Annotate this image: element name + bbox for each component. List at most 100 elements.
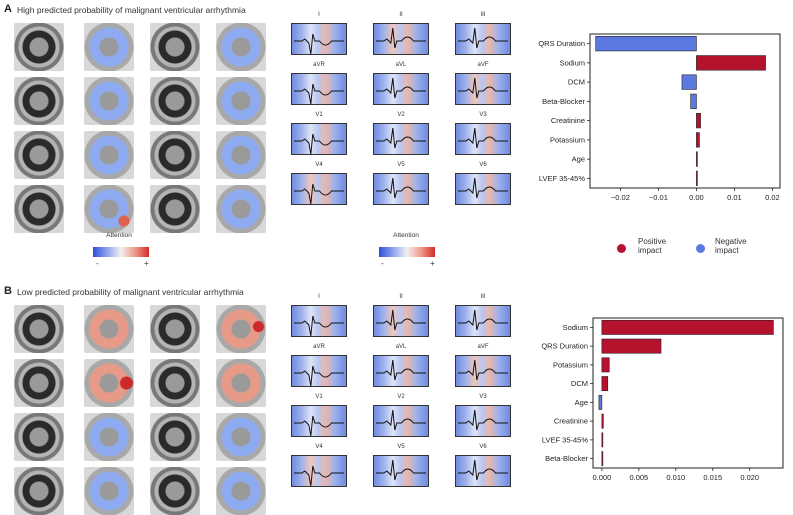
cmr-attention-colorbar xyxy=(93,247,149,257)
shap-a-xtick-label: 0.00 xyxy=(689,193,704,202)
ecg-lead-label: II xyxy=(399,12,403,18)
ecg-lead-label: I xyxy=(318,12,320,18)
ecg-lead-label: aVR xyxy=(313,62,325,68)
ecg-lead-trace xyxy=(291,355,347,387)
ecg-lead-label: II xyxy=(399,294,403,300)
legend-positive-label: Positive impact xyxy=(638,237,666,255)
ecg-lead-label: V2 xyxy=(397,394,405,400)
ecg-colorbar-minus: - xyxy=(381,259,384,268)
legend-negative-line2: impact xyxy=(715,246,739,255)
cmr-image xyxy=(216,185,266,233)
panel-a-letter: A xyxy=(4,3,12,15)
cmr-image xyxy=(150,413,200,461)
ecg-lead-trace xyxy=(291,23,347,55)
cmr-image xyxy=(84,413,134,461)
panel-b-letter: B xyxy=(4,285,12,297)
cmr-image xyxy=(150,305,200,353)
ecg-lead-trace xyxy=(373,173,429,205)
shap-a-category-label: Creatinine xyxy=(551,116,585,125)
ecg-lead-trace xyxy=(373,23,429,55)
ecg-lead-label: III xyxy=(480,12,486,18)
ecg-lead-label: V5 xyxy=(397,444,405,450)
shap-b-bar xyxy=(601,451,604,467)
shap-chart-a: QRS Duration Sodium DCM Beta-Blocker Creatin… xyxy=(538,33,784,482)
shap-b-category-label: Sodium xyxy=(563,323,588,332)
legend-positive-dot xyxy=(617,244,626,253)
cmr-image xyxy=(150,359,200,407)
shap-b-bar xyxy=(601,432,604,448)
cmr-image xyxy=(14,305,64,353)
ecg-lead-trace xyxy=(373,73,429,105)
shap-b-bar xyxy=(598,394,603,410)
ecg-lead-label: aVF xyxy=(477,344,489,350)
ecg-lead-trace xyxy=(291,455,347,487)
cmr-image xyxy=(216,131,266,179)
cmr-image xyxy=(84,305,134,353)
shap-b-category-label: DCM xyxy=(571,379,588,388)
ecg-lead-label: aVL xyxy=(395,62,407,68)
shap-b-category-label: LVEF 35-45% xyxy=(542,435,588,444)
cmr-image xyxy=(150,185,200,233)
ecg-lead-label: V4 xyxy=(315,162,323,168)
ecg-lead-label: V1 xyxy=(315,112,323,118)
shap-a-bar xyxy=(696,55,766,71)
cmr-image xyxy=(216,359,266,407)
ecg-lead-trace xyxy=(291,73,347,105)
ecg-lead-label: V3 xyxy=(479,112,487,118)
shap-a-bar xyxy=(595,36,697,52)
shap-a-bar xyxy=(681,74,697,90)
cmr-image xyxy=(14,77,64,125)
shap-a-bar xyxy=(696,170,698,186)
shap-a-category-label: QRS Duration xyxy=(538,39,585,48)
cmr-image xyxy=(14,359,64,407)
ecg-lead-trace xyxy=(373,305,429,337)
cmr-image xyxy=(216,305,266,353)
shap-b-frame xyxy=(592,317,784,469)
shap-a-xtick-label: −0.01 xyxy=(649,193,668,202)
cmr-image xyxy=(216,77,266,125)
shap-a-category-label: Age xyxy=(572,155,585,164)
ecg-lead-label: V6 xyxy=(479,162,487,168)
ecg-lead-trace xyxy=(291,173,347,205)
shap-a-category-label: Beta-Blocker xyxy=(542,97,585,106)
cmr-image xyxy=(84,359,134,407)
shap-b-category-label: Potassium xyxy=(553,360,588,369)
ecg-lead-trace xyxy=(455,455,511,487)
ecg-lead-label: V3 xyxy=(479,394,487,400)
shap-a-bar xyxy=(690,93,697,109)
legend-positive-line2: impact xyxy=(638,246,662,255)
cmr-image xyxy=(216,23,266,71)
shap-b-xtick-label: 0.015 xyxy=(703,473,722,482)
shap-b-category-label: Age xyxy=(575,398,588,407)
shap-a-frame xyxy=(589,33,781,189)
ecg-colorbar-plus: + xyxy=(430,259,435,268)
shap-b-bar xyxy=(601,376,609,392)
shap-b-xtick-label: 0.000 xyxy=(592,473,611,482)
ecg-lead-trace xyxy=(455,23,511,55)
legend-positive-line1: Positive xyxy=(638,237,667,246)
shap-a-category-label: LVEF 35-45% xyxy=(539,174,585,183)
ecg-lead-trace xyxy=(455,73,511,105)
shap-b-bar xyxy=(601,413,604,429)
panel-b-title: Low predicted probability of malignant v… xyxy=(17,287,244,297)
ecg-lead-trace xyxy=(455,173,511,205)
shap-b-bar xyxy=(601,357,610,373)
ecg-lead-trace xyxy=(373,355,429,387)
ecg-lead-trace xyxy=(373,405,429,437)
shap-a-bar xyxy=(696,132,700,148)
legend-negative-dot xyxy=(696,244,705,253)
cmr-image xyxy=(14,23,64,71)
cmr-attention-title: Attention xyxy=(106,232,132,239)
cmr-image xyxy=(14,131,64,179)
ecg-lead-trace xyxy=(373,123,429,155)
shap-a-category-label: Potassium xyxy=(550,135,585,144)
cmr-image xyxy=(84,77,134,125)
cmr-colorbar-minus: - xyxy=(96,259,99,268)
cmr-image xyxy=(14,185,64,233)
cmr-image xyxy=(84,131,134,179)
shap-a-xtick-label: −0.02 xyxy=(611,193,630,202)
ecg-lead-trace xyxy=(291,123,347,155)
ecg-lead-trace xyxy=(373,455,429,487)
ecg-lead-label: V4 xyxy=(315,444,323,450)
ecg-lead-trace xyxy=(455,123,511,155)
